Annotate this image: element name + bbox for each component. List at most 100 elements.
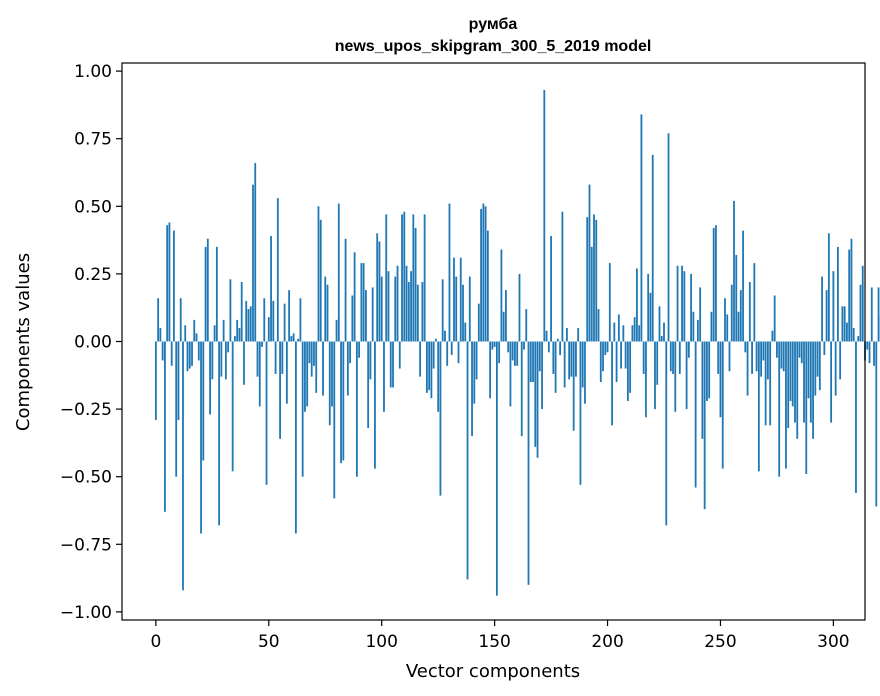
bar xyxy=(403,211,406,342)
bar xyxy=(164,341,166,512)
bar xyxy=(523,341,525,350)
bar xyxy=(362,263,365,342)
bar xyxy=(161,341,164,361)
bar xyxy=(834,341,837,396)
bar xyxy=(615,341,618,383)
bar xyxy=(857,336,860,342)
bar xyxy=(285,341,288,404)
bar xyxy=(281,341,284,374)
bar xyxy=(394,276,397,342)
bar xyxy=(195,333,198,342)
bar xyxy=(383,341,385,412)
bar xyxy=(694,341,697,488)
bar xyxy=(527,341,530,585)
bar xyxy=(243,341,245,385)
bar xyxy=(328,341,331,426)
bar xyxy=(561,211,564,342)
y-tick-label: 0.75 xyxy=(74,130,112,150)
bar xyxy=(617,314,620,342)
bar xyxy=(816,341,819,377)
bar xyxy=(493,341,496,347)
bar xyxy=(597,309,600,342)
bar xyxy=(254,163,257,342)
bar xyxy=(331,341,333,407)
bar xyxy=(297,338,300,342)
bar xyxy=(690,273,693,342)
bar xyxy=(859,284,862,342)
bar xyxy=(715,225,717,342)
bar xyxy=(593,214,595,342)
bar xyxy=(511,341,514,361)
bar xyxy=(175,341,178,477)
bar xyxy=(324,276,327,342)
bar xyxy=(344,238,347,342)
bar xyxy=(222,319,225,342)
bar xyxy=(204,246,207,342)
bar xyxy=(685,341,688,410)
y-tick-label: −0.75 xyxy=(60,535,112,555)
bar xyxy=(261,341,263,347)
plot-frame xyxy=(121,62,866,621)
bar xyxy=(764,341,767,426)
bar xyxy=(602,341,604,372)
bar xyxy=(785,341,787,469)
bar xyxy=(229,279,232,342)
bar xyxy=(412,214,415,342)
bar xyxy=(371,287,374,342)
bar xyxy=(437,341,440,412)
bar xyxy=(184,325,187,342)
bar xyxy=(387,271,390,342)
bar xyxy=(349,341,351,364)
bar xyxy=(310,341,313,377)
bar xyxy=(852,327,855,342)
bar xyxy=(249,306,252,342)
bar xyxy=(660,336,663,342)
bar xyxy=(674,341,677,412)
bar xyxy=(202,341,205,461)
bar xyxy=(500,249,503,342)
bar xyxy=(430,341,433,399)
x-axis: 0 50 100 150 200 250 300 xyxy=(150,620,850,652)
bar xyxy=(252,184,254,342)
bar xyxy=(737,311,740,342)
x-tick-label: 300 xyxy=(817,632,849,652)
bar xyxy=(534,341,537,447)
bar xyxy=(570,341,573,377)
bar xyxy=(556,338,559,342)
bar xyxy=(622,325,625,342)
bar xyxy=(159,327,162,342)
bar xyxy=(744,341,747,353)
bar xyxy=(577,327,580,342)
bar xyxy=(288,290,291,342)
y-tick-label: 0.25 xyxy=(74,265,112,285)
bar xyxy=(245,300,248,342)
bar xyxy=(719,341,722,418)
bar xyxy=(672,341,674,374)
bar xyxy=(315,341,318,393)
x-tick-label: 250 xyxy=(704,632,736,652)
x-tick-label: 0 xyxy=(150,632,161,652)
bar xyxy=(681,265,683,342)
bar xyxy=(450,341,453,356)
bar xyxy=(173,230,175,342)
bar xyxy=(855,341,857,493)
bar xyxy=(480,209,482,342)
bar xyxy=(753,263,756,342)
chart-subtitle: news_upos_skipgram_300_5_2019 model xyxy=(335,38,652,55)
bar xyxy=(640,114,643,342)
bar xyxy=(595,219,598,342)
bar xyxy=(739,290,742,342)
bar xyxy=(335,319,338,342)
bar xyxy=(800,341,803,364)
bar xyxy=(518,273,521,342)
bar xyxy=(626,341,629,401)
bar xyxy=(805,341,808,474)
bar xyxy=(699,287,702,342)
bar xyxy=(484,206,487,342)
bar xyxy=(446,341,449,366)
bar xyxy=(827,233,830,342)
bar xyxy=(520,341,523,437)
bar xyxy=(455,276,458,342)
bar xyxy=(608,263,611,342)
